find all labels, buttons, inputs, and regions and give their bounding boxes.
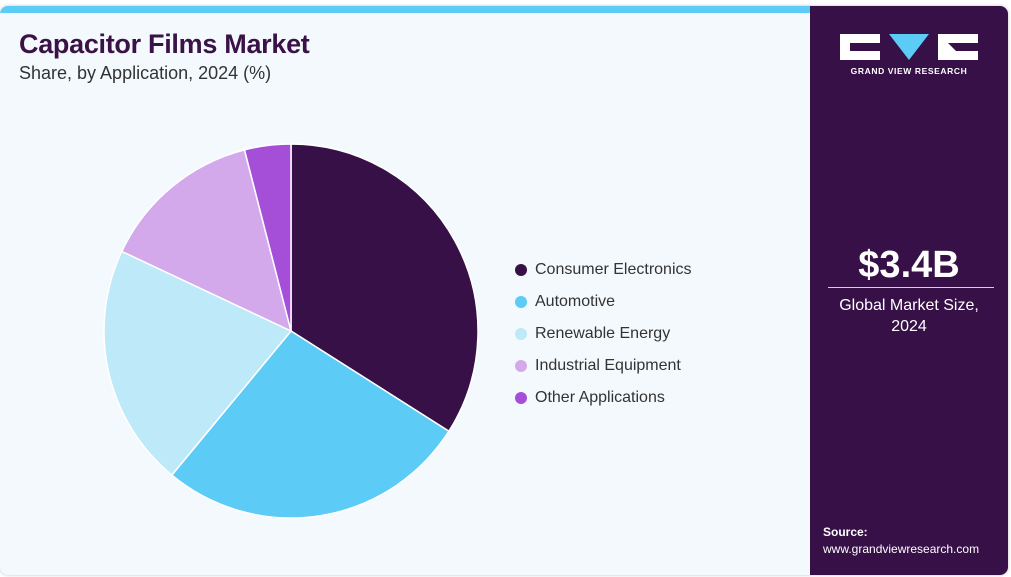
pie-chart	[103, 143, 479, 519]
pie-slice-automotive	[170, 330, 450, 519]
pie-slice-renewable-energy	[103, 250, 293, 477]
legend-swatch	[515, 264, 527, 276]
legend-label: Consumer Electronics	[535, 261, 692, 278]
legend-swatch	[515, 328, 527, 340]
market-size-label: Global Market Size, 2024	[810, 295, 1008, 337]
legend-swatch	[515, 360, 527, 372]
legend-label: Automotive	[535, 293, 616, 310]
report-card: Capacitor Films Market Share, by Applica…	[0, 6, 1008, 575]
sidebar-panel: GRAND VIEW RESEARCH $3.4B Global Market …	[810, 6, 1008, 575]
logo-wordmark: GRAND VIEW RESEARCH	[850, 66, 968, 76]
legend-label: Renewable Energy	[535, 325, 671, 342]
market-size-value: $3.4B	[858, 244, 960, 286]
chart-legend: Consumer Electronics Automotive Renewabl…	[515, 254, 692, 414]
legend-swatch	[515, 392, 527, 404]
legend-swatch	[515, 296, 527, 308]
market-size-label-line1: Global Market Size,	[839, 297, 979, 314]
legend-item-automotive: Automotive	[515, 286, 692, 318]
divider	[828, 287, 994, 288]
legend-item-industrial-equipment: Industrial Equipment	[515, 350, 692, 382]
legend-label: Other Applications	[535, 389, 665, 406]
legend-item-other-applications: Other Applications	[515, 382, 692, 414]
chart-subtitle: Share, by Application, 2024 (%)	[19, 63, 272, 83]
market-size-label-line2: 2024	[891, 318, 927, 335]
grand-view-research-logo	[840, 34, 978, 60]
legend-item-renewable-energy: Renewable Energy	[515, 318, 692, 350]
source-label: Source:	[823, 525, 868, 539]
pie-slice-consumer-electronics	[290, 143, 479, 433]
legend-label: Industrial Equipment	[535, 357, 681, 374]
pie-slice-other-applications	[243, 143, 292, 332]
source-link[interactable]: www.grandviewresearch.com	[823, 542, 980, 556]
chart-title: Capacitor Films Market	[19, 29, 310, 59]
pie-slice-industrial-equipment	[120, 148, 293, 333]
accent-bar	[0, 6, 810, 13]
chart-panel: Capacitor Films Market Share, by Applica…	[0, 6, 810, 575]
legend-item-consumer-electronics: Consumer Electronics	[515, 254, 692, 286]
